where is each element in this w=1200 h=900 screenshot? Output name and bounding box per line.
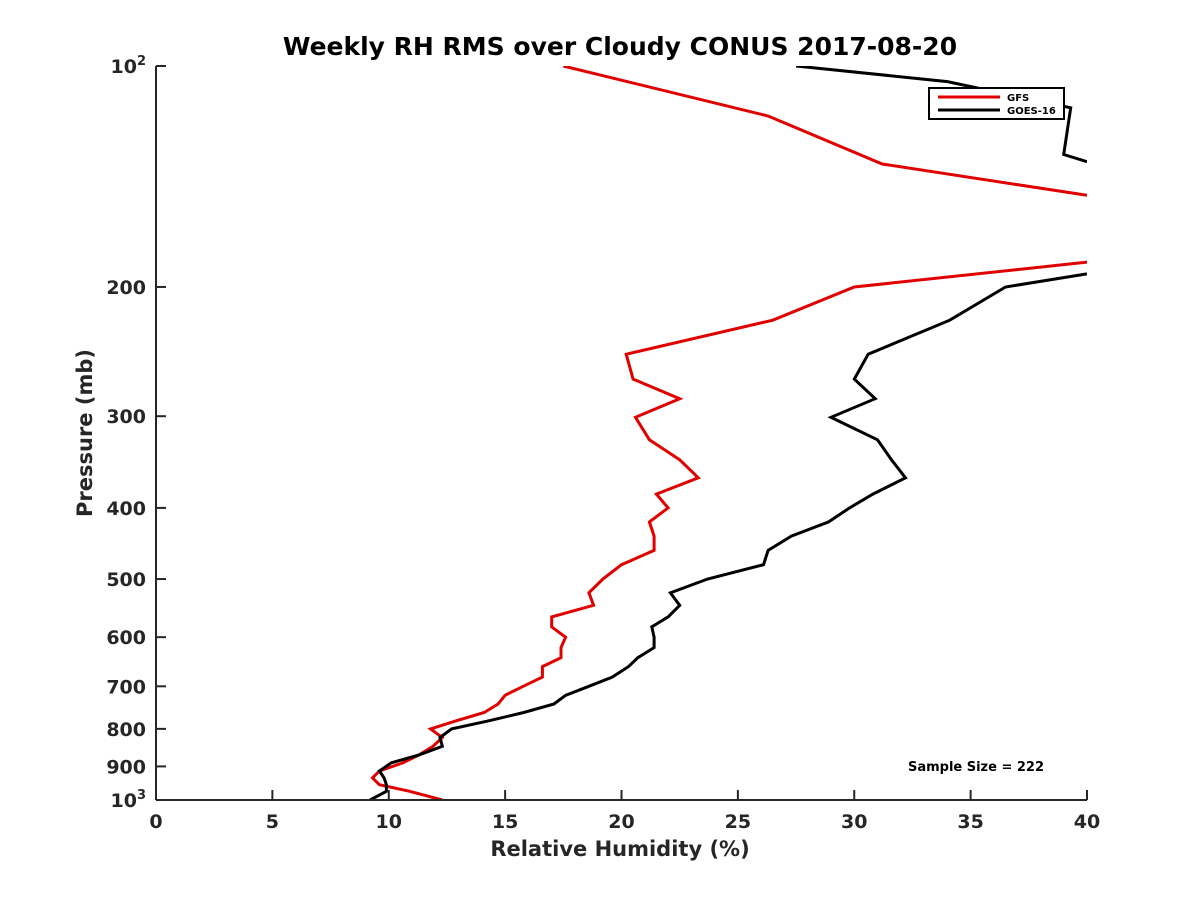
x-tick-label: 30 <box>841 811 867 833</box>
x-ticks: 0 5 10 15 20 25 30 35 40 <box>149 790 1100 833</box>
sample-size-annotation: Sample Size = 222 <box>908 760 1044 775</box>
legend-items: GFS GOES-16 <box>938 93 1056 117</box>
y-ticks: 102 200 300 400 500 600 700 800 900 103 <box>106 54 166 812</box>
legend-box <box>928 87 1065 120</box>
y-tick-label: 103 <box>111 788 147 812</box>
x-tick-label: 35 <box>957 811 983 833</box>
x-tick-label: 25 <box>725 811 751 833</box>
x-tick-label: 0 <box>149 811 162 833</box>
x-tick-label: 10 <box>376 811 402 833</box>
legend-label: GFS <box>1007 93 1029 104</box>
x-tick-label: 15 <box>492 811 518 833</box>
y-tick-label: 300 <box>106 406 146 428</box>
y-tick-label: 800 <box>106 719 146 741</box>
x-tick-label: 20 <box>608 811 634 833</box>
series-line-goes-16 <box>369 66 1087 800</box>
legend: GFS GOES-16 <box>928 87 1065 120</box>
series-layer <box>369 66 1087 800</box>
x-axis-label: Relative Humidity (%) <box>490 837 749 861</box>
y-tick-label: 500 <box>106 569 146 591</box>
x-tick-label: 40 <box>1074 811 1100 833</box>
y-tick-label: 600 <box>106 627 146 649</box>
y-axis-label: Pressure (mb) <box>73 349 97 517</box>
y-tick-label: 102 <box>111 54 147 78</box>
x-tick-label: 5 <box>266 811 279 833</box>
chart-title: Weekly RH RMS over Cloudy CONUS 2017-08-… <box>283 32 957 61</box>
y-tick-label: 400 <box>106 498 146 520</box>
y-tick-label: 200 <box>106 277 146 299</box>
legend-label: GOES-16 <box>1007 106 1056 117</box>
y-tick-label: 700 <box>106 676 146 698</box>
series-line-gfs <box>370 66 1087 800</box>
y-tick-label: 900 <box>106 756 146 778</box>
